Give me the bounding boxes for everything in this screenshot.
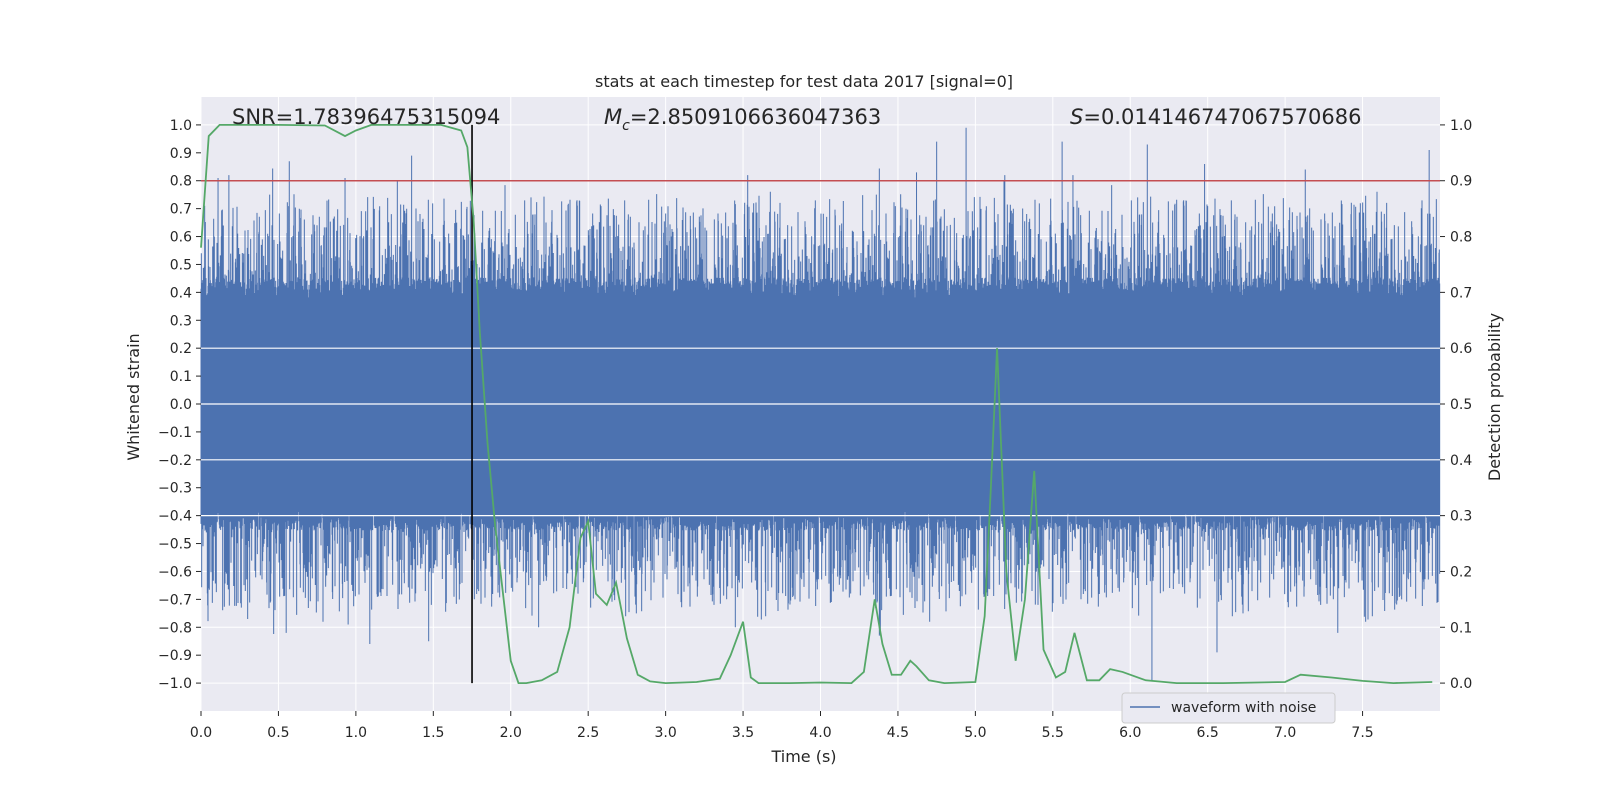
y-right-tick-label: 0.0: [1450, 676, 1472, 692]
y-left-tick-label: 0.4: [170, 285, 192, 301]
x-tick-label: 7.0: [1274, 725, 1296, 741]
axes-area: 0.0 0.5 1.0 1.5 2.0 2.5 3.0 3.5 4.0 4.5 5.0 5.5 6.0 6…: [158, 97, 1472, 741]
y-left-tick-label: −0.9: [158, 648, 192, 664]
x-tick-label: 1.5: [422, 725, 444, 741]
y-left-tick-label: −0.8: [158, 620, 192, 636]
y-right-tick-label: 0.3: [1450, 509, 1472, 525]
mc-annotation: Mc=2.8509106636047363: [604, 105, 881, 134]
mc-symbol: M: [604, 105, 622, 129]
legend-box: [1121, 692, 1336, 724]
y-right-tick-label: 1.0: [1450, 118, 1472, 134]
x-tick-label: 2.0: [500, 725, 522, 741]
x-tick-label: 4.5: [887, 725, 909, 741]
text-layer: stats at each timestep for test data 201…: [124, 72, 1504, 766]
y-left-tick-label: 0.1: [170, 369, 192, 385]
y-left-tick-label: 0.3: [170, 313, 192, 329]
y-left-tick-label: −0.3: [158, 481, 192, 497]
y-left-tick-label: 0.8: [170, 174, 192, 190]
y-right-tick-label: 0.8: [1450, 230, 1472, 246]
chart-title: stats at each timestep for test data 201…: [595, 72, 1013, 91]
y-left-tick-label: 0.9: [170, 146, 192, 162]
x-tick-label: 5.0: [964, 725, 986, 741]
y-left-tick-label: −0.5: [158, 537, 192, 553]
y-left-tick-label: −0.4: [158, 509, 192, 525]
y-left-tick-label: −0.6: [158, 564, 192, 580]
x-tick-label: 7.5: [1351, 725, 1373, 741]
x-tick-label: 1.0: [345, 725, 367, 741]
s-annotation: S=0.014146747067570686: [1070, 105, 1361, 129]
s-symbol: S: [1070, 105, 1083, 129]
mc-value: =2.8509106636047363: [630, 105, 881, 129]
x-tick-label: 2.5: [577, 725, 599, 741]
x-tick-label: 0.5: [267, 725, 289, 741]
detection-probability-line: [200, 124, 1433, 684]
y-left-tick-label: 1.0: [170, 118, 192, 134]
x-axis-label: Time (s): [770, 747, 836, 766]
snr-annotation: SNR=1.78396475315094: [232, 105, 500, 129]
y-left-tick-label: 0.0: [170, 397, 192, 413]
mc-subscript: c: [622, 118, 630, 134]
y-right-tick-label: 0.4: [1450, 453, 1472, 469]
y-right-tick-label: 0.9: [1450, 174, 1472, 190]
x-tick-label: 5.5: [1042, 725, 1064, 741]
legend: waveform with noise: [1121, 692, 1336, 724]
y-left-axis-label: Whitened strain: [124, 333, 143, 460]
y-right-tick-label: 0.7: [1450, 285, 1472, 301]
y-left-tick-label: −0.2: [158, 453, 192, 469]
y-right-tick-label: 0.6: [1450, 341, 1472, 357]
x-tick-label: 4.0: [809, 725, 831, 741]
y-right-axis-label: Detection probability: [1485, 313, 1504, 481]
x-tick-label: 3.0: [654, 725, 676, 741]
x-tick-label: 0.0: [190, 725, 212, 741]
x-tick-label: 6.0: [1119, 725, 1141, 741]
y-left-tick-label: 0.6: [170, 230, 192, 246]
y-left-tick-label: −0.1: [158, 425, 192, 441]
y-left-tick-label: 0.5: [170, 257, 192, 273]
legend-label-waveform: waveform with noise: [1171, 700, 1316, 716]
y-left-tick-label: 0.7: [170, 202, 192, 218]
y-right-tick-label: 0.1: [1450, 620, 1472, 636]
x-tick-label: 6.5: [1197, 725, 1219, 741]
s-value: =0.014146747067570686: [1083, 105, 1361, 129]
y-left-tick-label: 0.2: [170, 341, 192, 357]
y-left-tick-label: −1.0: [158, 676, 192, 692]
x-tick-label: 3.5: [732, 725, 754, 741]
y-right-tick-label: 0.5: [1450, 397, 1472, 413]
y-left-tick-label: −0.7: [158, 592, 192, 608]
y-right-tick-label: 0.2: [1450, 564, 1472, 580]
